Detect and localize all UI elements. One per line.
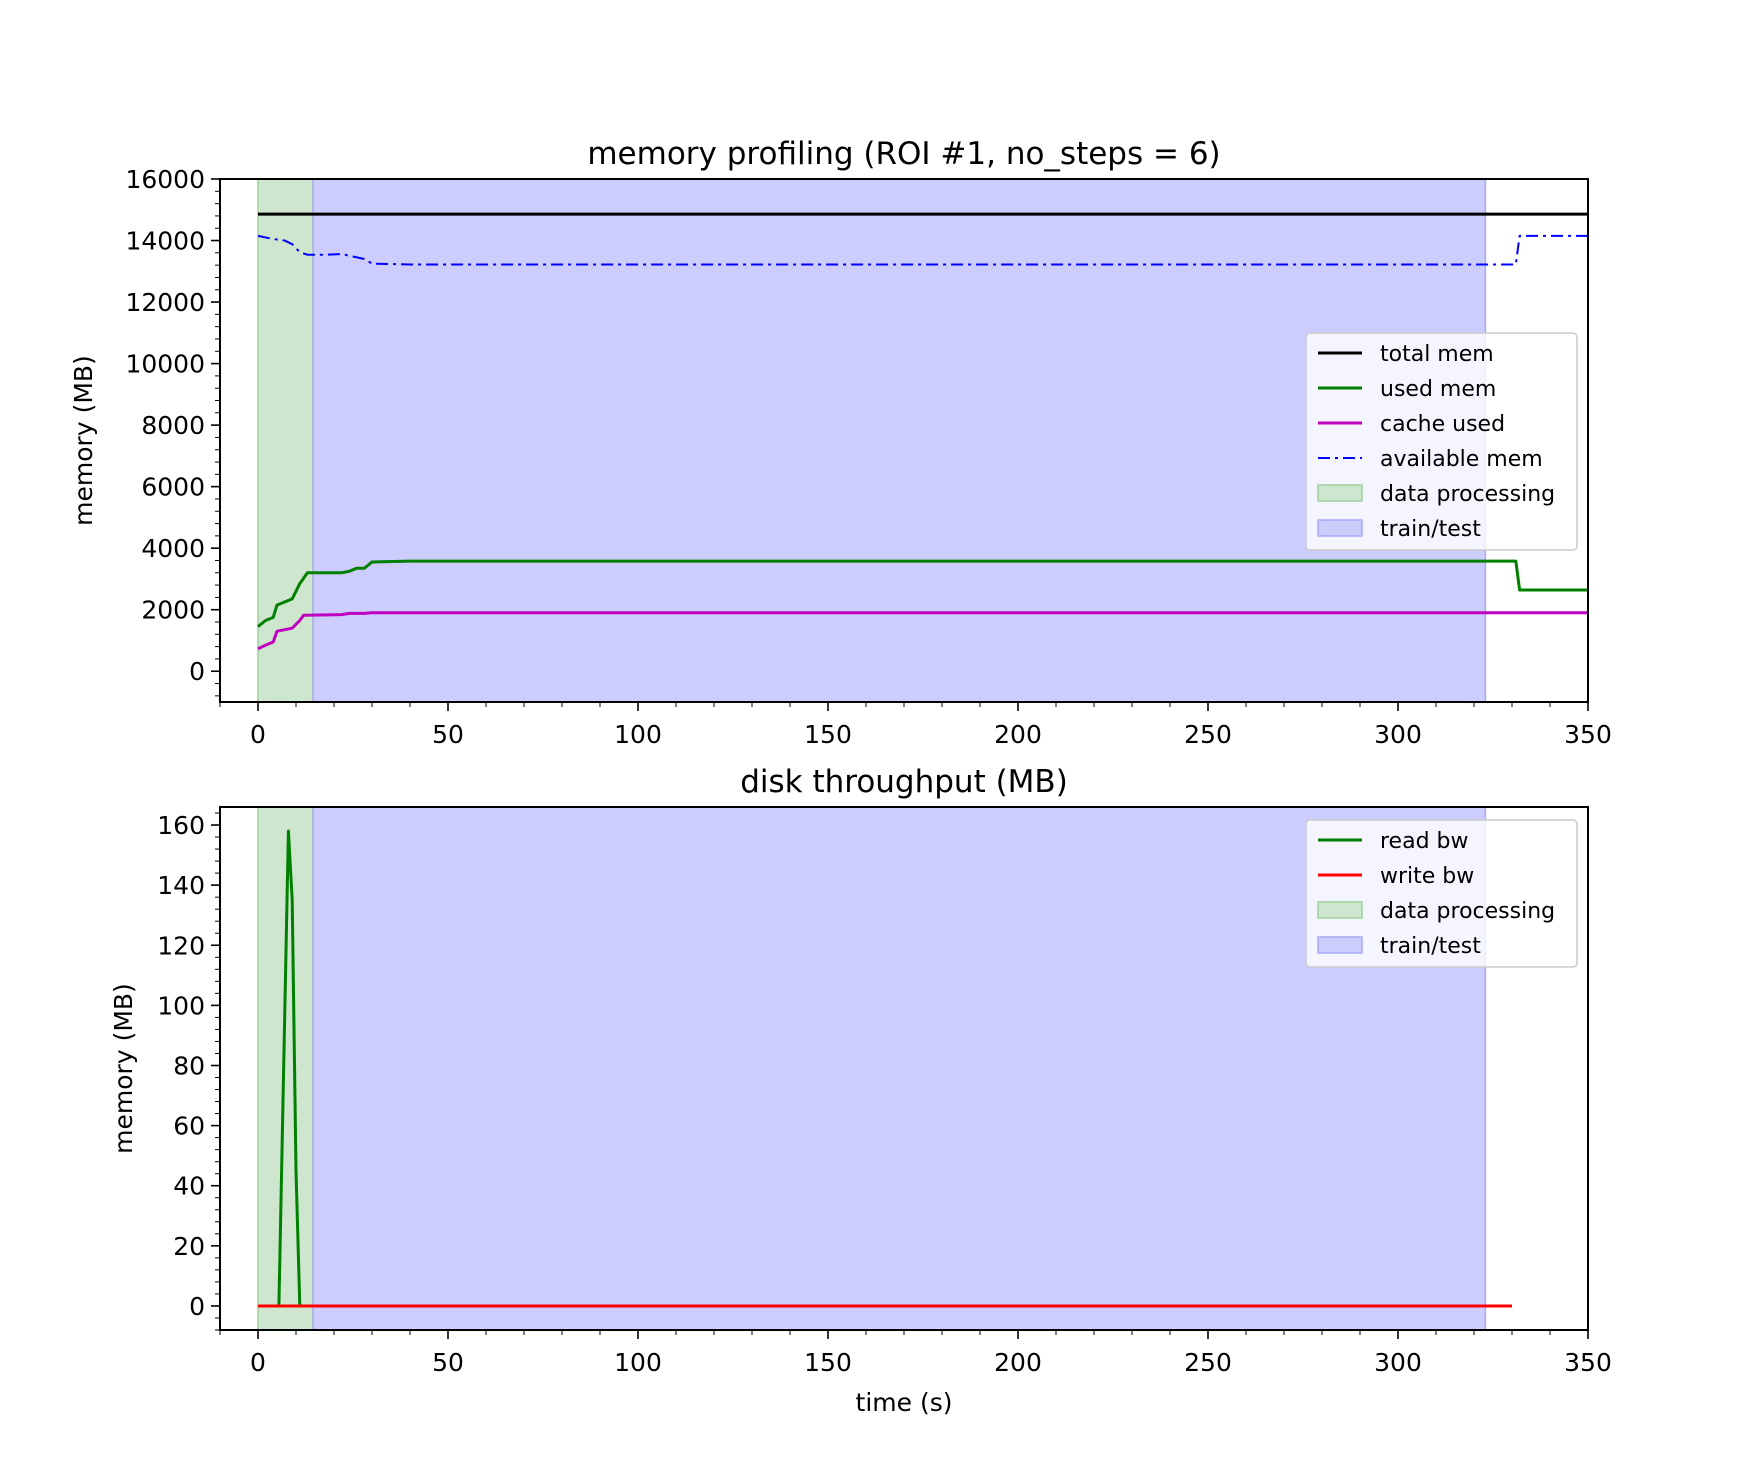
- legend-label-available-mem: available mem: [1380, 447, 1543, 472]
- series-line-cache-used: [257, 611, 1588, 651]
- chart-title: memory profiling (ROI #1, no_steps = 6): [587, 136, 1220, 172]
- x-tick-label: 100: [614, 720, 662, 749]
- disk-throughput-panel: 0 50 100 150 200 250 300 350 0 20 40 60 80 100 120 140 1…: [109, 764, 1612, 1417]
- x-tick-label: 250: [1184, 720, 1232, 749]
- x-tick-label: 300: [1374, 1348, 1422, 1377]
- memory-profiling-panel: 0 50 100 150 200 250 300 350 0 2000 4000 6000 8000 10…: [69, 136, 1612, 749]
- series-line-available-mem: [257, 234, 1588, 266]
- legend-label-train-test: train/test: [1380, 934, 1481, 959]
- y-tick-label: 10000: [125, 350, 205, 379]
- x-tick-label: 350: [1564, 1348, 1612, 1377]
- legend-box: [1305, 819, 1578, 968]
- y-tick-label: 6000: [141, 473, 205, 502]
- legend-label-total-mem: total mem: [1380, 342, 1494, 367]
- legend-box: [1305, 332, 1578, 551]
- y-tick-label: 20: [173, 1232, 205, 1261]
- legend-label-data-processing: data processing: [1380, 482, 1555, 507]
- legend-swatch-train-test: [1317, 519, 1363, 537]
- y-tick-label: 60: [173, 1112, 205, 1141]
- y-tick-label: 14000: [125, 227, 205, 256]
- span-data-processing: [258, 807, 314, 1330]
- x-tick-label: 300: [1374, 720, 1422, 749]
- y-tick-label: 160: [157, 811, 205, 840]
- x-tick-label: 0: [250, 720, 266, 749]
- legend-swatch-data-processing: [1317, 901, 1363, 919]
- x-tick-label: 250: [1184, 1348, 1232, 1377]
- y-tick-label: 40: [173, 1172, 205, 1201]
- legend-swatch-train-test: [1317, 936, 1363, 954]
- chart-title: disk throughput (MB): [740, 764, 1068, 800]
- legend-label-cache-used: cache used: [1380, 412, 1505, 437]
- y-axis-label: memory (MB): [109, 983, 138, 1154]
- y-tick-label: 2000: [141, 596, 205, 625]
- x-tick-label: 0: [250, 1348, 266, 1377]
- x-tick-label: 350: [1564, 720, 1612, 749]
- x-tick-label: 50: [432, 1348, 464, 1377]
- y-tick-label: 12000: [125, 288, 205, 317]
- legend-label-read-bw: read bw: [1380, 829, 1469, 854]
- y-axis-label: memory (MB): [69, 355, 98, 526]
- x-tick-label: 150: [804, 1348, 852, 1377]
- x-tick-label: 200: [994, 720, 1042, 749]
- x-tick-label: 50: [432, 720, 464, 749]
- span-data-processing: [258, 179, 314, 702]
- span-train-test: [313, 807, 1486, 1330]
- legend-label-data-processing: data processing: [1380, 899, 1555, 924]
- y-tick-label: 16000: [125, 165, 205, 194]
- legend-label-write-bw: write bw: [1380, 864, 1474, 889]
- span-train-test: [313, 179, 1486, 702]
- legend-label-train-test: train/test: [1380, 517, 1481, 542]
- y-tick-label: 8000: [141, 411, 205, 440]
- y-tick-label: 4000: [141, 534, 205, 563]
- y-tick-label: 80: [173, 1051, 205, 1080]
- y-tick-label: 100: [157, 991, 205, 1020]
- y-tick-label: 0: [189, 657, 205, 686]
- y-tick-label: 0: [189, 1292, 205, 1321]
- legend-swatch-data-processing: [1317, 484, 1363, 502]
- y-tick-label: 140: [157, 871, 205, 900]
- x-tick-label: 150: [804, 720, 852, 749]
- x-axis-label: time (s): [856, 1388, 953, 1417]
- series-line-used-mem: [257, 559, 1588, 628]
- legend-label-used-mem: used mem: [1380, 377, 1496, 402]
- x-tick-label: 100: [614, 1348, 662, 1377]
- y-tick-label: 120: [157, 931, 205, 960]
- x-tick-label: 200: [994, 1348, 1042, 1377]
